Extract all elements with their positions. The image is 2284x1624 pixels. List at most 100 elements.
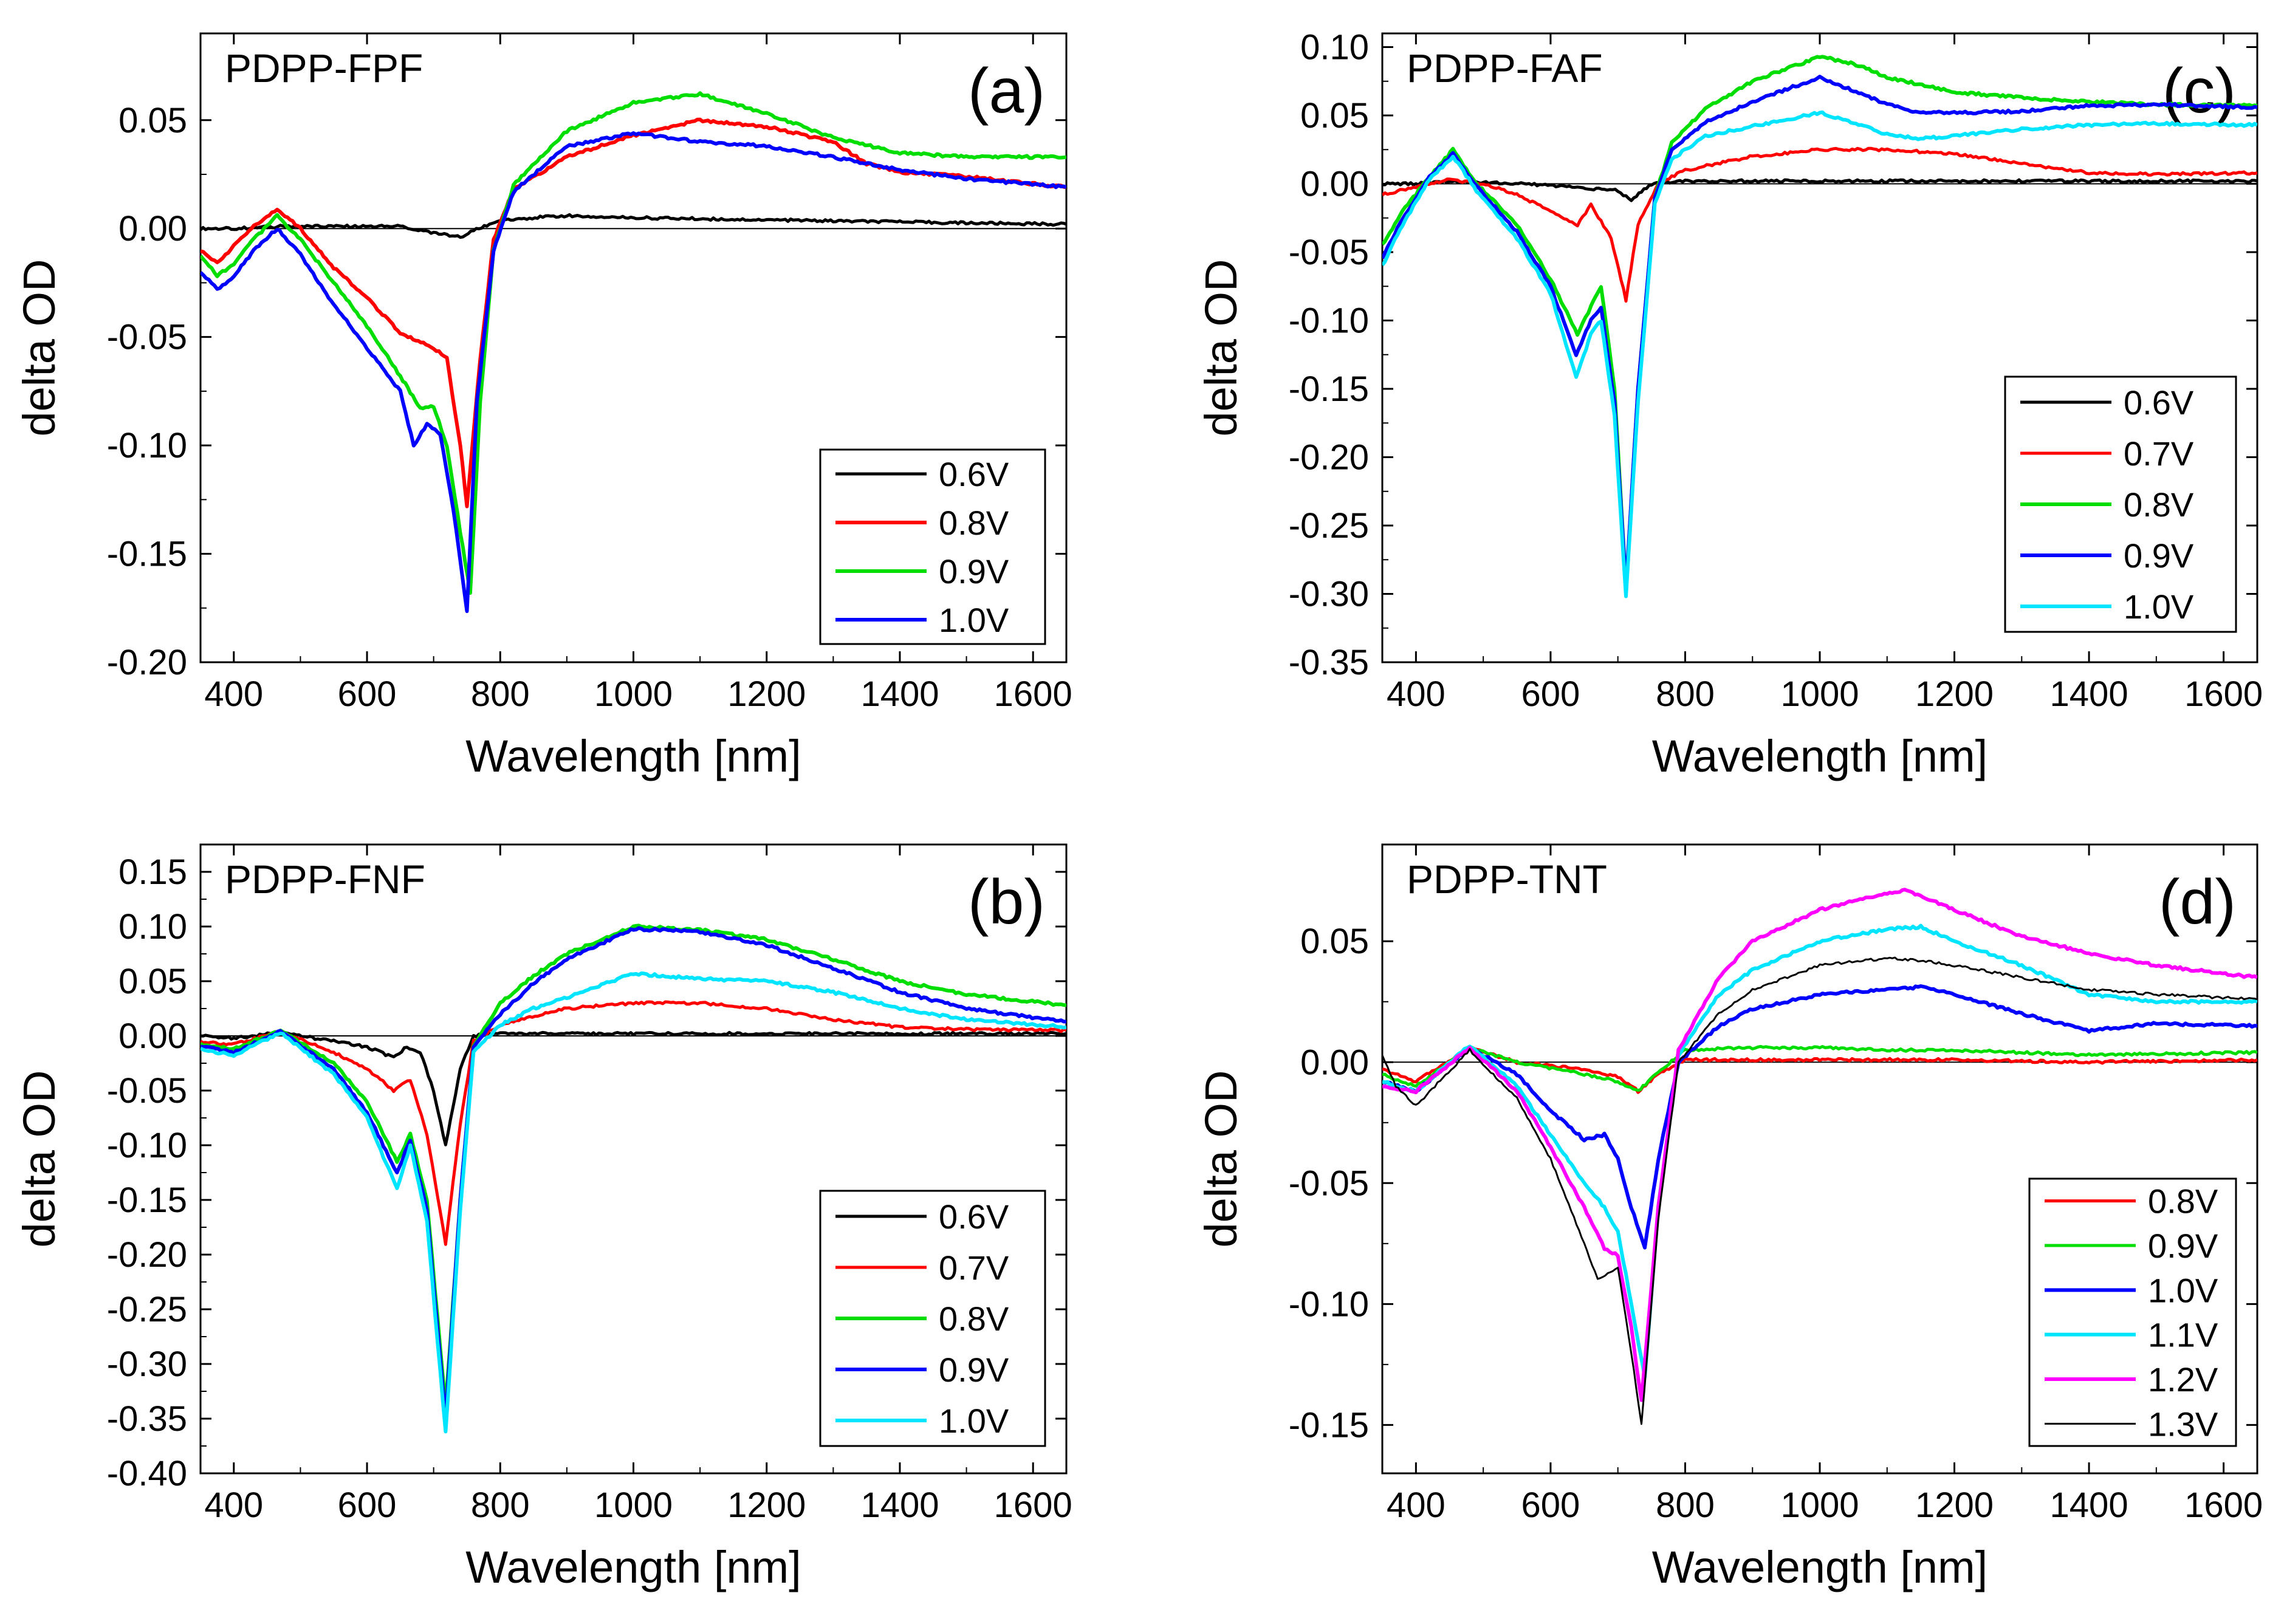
x-tick-label: 800	[471, 674, 530, 714]
y-tick-label: -0.10	[107, 1126, 187, 1165]
series-line-1.0V	[1382, 984, 2257, 1250]
series-line-1.0V	[1382, 110, 2257, 598]
panel-name: PDPP-FNF	[225, 857, 425, 902]
series-line-0.6V	[201, 1030, 1066, 1146]
y-tick-label: -0.30	[1289, 575, 1369, 614]
legend-box	[2028, 1177, 2237, 1447]
y-tick-label: 0.00	[118, 209, 187, 248]
y-tick-label: -0.10	[107, 426, 187, 465]
legend-box	[819, 448, 1046, 645]
y-tick-label: -0.10	[1289, 301, 1369, 341]
y-tick-label: 0.10	[1300, 28, 1369, 67]
series-line-0.9V	[1382, 1044, 2257, 1092]
legend-label: 0.7V	[2124, 434, 2194, 473]
legend-label: 0.8V	[939, 504, 1009, 542]
y-tick-label: -0.05	[107, 318, 187, 357]
chart-panel-2: 400 600 800 1000 1200 1400 1600 0.10 0.05 0.00 -0.…	[1196, 28, 2263, 782]
x-axis-title: Wavelength [nm]	[1652, 1542, 1988, 1592]
x-tick-label: 1000	[594, 674, 673, 714]
x-tick-label: 1000	[1780, 674, 1859, 714]
series-line-0.8V	[201, 117, 1066, 509]
x-tick-label: 1600	[2184, 1485, 2263, 1525]
legend-label: 1.0V	[939, 1402, 1009, 1440]
x-tick-label: 400	[1387, 1485, 1446, 1525]
y-tick-label: -0.05	[1289, 233, 1369, 272]
legend-label: 0.9V	[939, 552, 1009, 591]
y-tick-label: -0.15	[1289, 369, 1369, 409]
y-tick-label: -0.40	[107, 1454, 187, 1493]
x-tick-label: 1000	[1780, 1485, 1859, 1525]
series-line-1.0V	[201, 131, 1066, 613]
y-tick-label: 0.10	[118, 907, 187, 947]
x-tick-label: 800	[1656, 674, 1715, 714]
x-tick-label: 400	[204, 674, 263, 714]
x-tick-label: 1600	[994, 1485, 1072, 1525]
legend-label: 0.8V	[2124, 485, 2194, 524]
legend-label: 0.6V	[2124, 383, 2194, 422]
chart-panel-1: 400 600 800 1000 1200 1400 1600 0.05 0.00 -0.05 -0…	[14, 32, 1072, 781]
x-tick-label: 600	[338, 674, 397, 714]
x-tick-label: 1200	[1915, 1485, 1994, 1525]
y-tick-label: -0.15	[1289, 1405, 1369, 1445]
series-line-1.1V	[1382, 923, 2257, 1379]
y-tick-label: 0.05	[1300, 96, 1369, 135]
y-tick-label: -0.35	[107, 1399, 187, 1439]
legend-label: 0.9V	[939, 1351, 1009, 1389]
x-tick-label: 1400	[2050, 1485, 2128, 1525]
legend-label: 0.8V	[939, 1300, 1009, 1338]
x-tick-label: 800	[1656, 1485, 1715, 1525]
x-tick-label: 1200	[1915, 674, 1994, 714]
x-tick-label: 400	[204, 1485, 263, 1525]
legend-label: 0.9V	[2148, 1227, 2218, 1265]
legend-label: 1.3V	[2148, 1405, 2218, 1443]
panel-name: PDPP-TNT	[1407, 857, 1607, 902]
legend: 0.6V 0.8V 0.9V 1.0V	[819, 448, 1046, 645]
y-tick-label: -0.25	[1289, 506, 1369, 546]
y-tick-label: 0.05	[118, 962, 187, 1001]
panel-letter: (b)	[968, 867, 1045, 937]
legend: 0.8V 0.9V 1.0V 1.1V 1.2V 1.3V	[2028, 1177, 2237, 1447]
y-tick-label: 0.15	[118, 852, 187, 892]
y-tick-label: -0.20	[1289, 438, 1369, 478]
legend-label: 0.6V	[939, 455, 1009, 493]
x-tick-label: 600	[1521, 1485, 1580, 1525]
x-tick-label: 400	[1387, 674, 1446, 714]
legend-label: 1.1V	[2148, 1316, 2218, 1354]
panel-letter: (c)	[2162, 56, 2236, 126]
series-line-0.7V	[1382, 146, 2257, 303]
panel-letter: (d)	[2159, 867, 2236, 937]
legend-label: 1.0V	[939, 601, 1009, 639]
chart-panel-3: 400 600 800 1000 1200 1400 1600 0.15 0.10 0.05 0.0…	[14, 843, 1072, 1592]
y-tick-label: -0.05	[107, 1071, 187, 1111]
y-tick-label: 0.05	[1300, 922, 1369, 961]
chart-panel-4: 400 600 800 1000 1200 1400 1600 0.05 0.00 -0.05 -0…	[1196, 843, 2263, 1592]
x-tick-label: 1400	[860, 1485, 939, 1525]
y-tick-label: 0.05	[118, 101, 187, 140]
series-line-0.9V	[1382, 75, 2257, 589]
series-line-0.6V	[1382, 178, 2257, 202]
x-tick-label: 1600	[2184, 674, 2263, 714]
x-tick-label: 1600	[994, 674, 1072, 714]
x-tick-label: 600	[338, 1485, 397, 1525]
x-tick-label: 1400	[860, 674, 939, 714]
x-tick-label: 1000	[594, 1485, 673, 1525]
y-axis-title: delta OD	[14, 1070, 64, 1247]
legend-label: 1.0V	[2124, 588, 2194, 626]
legend-label: 0.8V	[2148, 1182, 2218, 1221]
y-tick-label: -0.05	[1289, 1163, 1369, 1203]
y-tick-label: 0.00	[1300, 1043, 1369, 1082]
x-tick-label: 1200	[727, 674, 806, 714]
legend-label: 0.9V	[2124, 536, 2194, 575]
x-axis-title: Wavelength [nm]	[465, 1542, 801, 1592]
y-axis-title: delta OD	[14, 259, 64, 436]
panel-name: PDPP-FAF	[1407, 46, 1603, 91]
x-tick-label: 800	[471, 1485, 530, 1525]
y-tick-label: -0.15	[107, 535, 187, 574]
series-line-0.8V	[1382, 55, 2257, 589]
y-tick-label: -0.10	[1289, 1284, 1369, 1324]
legend-label: 1.2V	[2148, 1360, 2218, 1399]
y-axis-title: delta OD	[1196, 1070, 1246, 1247]
series-line-0.9V	[201, 926, 1066, 1421]
x-tick-label: 1400	[2050, 674, 2128, 714]
